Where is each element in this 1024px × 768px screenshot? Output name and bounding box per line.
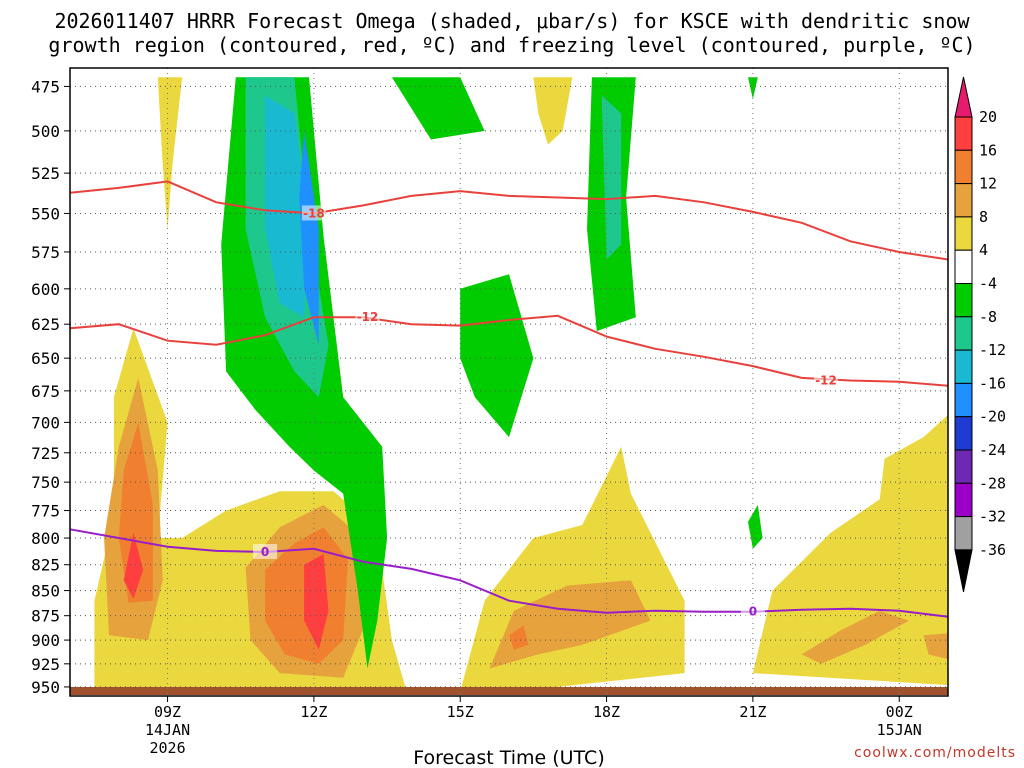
x-tick-year-9: 2026 (149, 739, 185, 757)
x-tick-date-9: 14JAN (145, 721, 190, 739)
colorbar-label-7: -12 (979, 341, 1006, 359)
colorbar-swatch-7 (954, 349, 973, 384)
contour-label-bg-1 (355, 309, 380, 325)
y-tick-label-675: 675 (31, 382, 60, 401)
omega-region-18 (299, 130, 319, 345)
x-tick-label-9: 09Z (154, 703, 181, 721)
colorbar-label-2: 12 (979, 175, 997, 193)
contour-line-0 (69, 180, 949, 261)
colorbar-swatch-3 (954, 216, 973, 251)
x-tick-label-24: 00Z (886, 703, 913, 721)
colorbar-swatch-11 (954, 482, 973, 518)
omega-region-17 (265, 95, 309, 318)
x-tick-label-12: 12Z (300, 703, 327, 721)
colorbar-swatch-4 (954, 249, 973, 284)
contour-label-bg-0 (301, 205, 326, 221)
y-tick-label-750: 750 (31, 473, 60, 492)
contour-label-bg-4 (740, 603, 765, 619)
y-tick-label-775: 775 (31, 502, 60, 521)
colorbar-swatch-10 (954, 449, 973, 484)
plot-frame (69, 67, 949, 697)
contour-label-3: 0 (261, 545, 269, 559)
colorbar-label-12: -32 (979, 508, 1006, 526)
x-axis-label: Forecast Time (UTC) (413, 747, 604, 768)
colorbar-label-1: 16 (979, 141, 997, 159)
colorbar-label-10: -24 (979, 441, 1006, 459)
colorbar-label-3: 8 (979, 208, 988, 226)
y-tick-label-550: 550 (31, 204, 60, 223)
y-tick-label-700: 700 (31, 413, 60, 432)
x-tick-label-21: 21Z (739, 703, 766, 721)
contour-label-2: -12 (815, 374, 837, 388)
colorbar-swatch-12 (954, 516, 973, 551)
contour-line-1 (69, 314, 949, 387)
colorbar-swatch-1 (954, 149, 973, 185)
x-tick-label-15: 15Z (447, 703, 474, 721)
plot-area: -18 -12 -12 0 0 (69, 67, 949, 697)
ground-strip (70, 687, 948, 695)
y-tick-label-625: 625 (31, 315, 60, 334)
omega-region-22 (460, 274, 534, 438)
y-tick-label-500: 500 (31, 122, 60, 141)
colorbar-label-0: 20 (979, 108, 997, 126)
omega-region-10 (489, 580, 651, 669)
y-tick-label-475: 475 (31, 77, 60, 96)
omega-region-11 (509, 625, 529, 650)
omega-region-14 (923, 633, 948, 660)
omega-region-3 (123, 532, 144, 599)
contour-label-4: 0 (749, 605, 757, 619)
y-tick-label-875: 875 (31, 607, 60, 626)
colorbar-swatch-9 (954, 416, 973, 451)
contour-label-bg-3 (253, 544, 278, 560)
y-tick-label-950: 950 (31, 678, 60, 697)
colorbar-swatch-0 (954, 116, 973, 151)
colorbar-label-8: -16 (979, 374, 1006, 392)
credit-text: coolwx.com/modelts (854, 745, 1016, 761)
y-tick-label-650: 650 (31, 349, 60, 368)
y-tick-label-525: 525 (31, 164, 60, 183)
colorbar-label-5: -4 (979, 275, 997, 293)
temperature-contours: -18 -12 -12 0 0 (69, 180, 949, 619)
chart-title-line1: 2026011407 HRRR Forecast Omega (shaded, … (54, 9, 970, 33)
omega-region-6 (304, 554, 329, 650)
contour-label-1: -12 (357, 310, 379, 324)
colorbar-label-13: -36 (979, 541, 1006, 559)
colorbar-label-4: 4 (979, 241, 988, 259)
omega-region-2 (118, 422, 153, 603)
x-tick-date-24: 15JAN (877, 721, 922, 739)
y-tick-label-850: 850 (31, 582, 60, 601)
omega-region-19 (391, 77, 485, 140)
chart-title-line2: growth region (contoured, red, ºC) and f… (48, 33, 975, 57)
colorbar-top-arrow (954, 76, 973, 118)
omega-region-13 (801, 610, 909, 664)
y-tick-label-800: 800 (31, 529, 60, 548)
colorbar-swatch-2 (954, 183, 973, 218)
omega-region-23 (748, 504, 763, 549)
y-tick-label-925: 925 (31, 655, 60, 674)
contour-label-bg-2 (814, 372, 839, 388)
colorbar: 20 16 12 8 4 -4 -8 -12 -16 -20 -24 -28 -32 -36 (954, 76, 1006, 592)
y-tick-label-825: 825 (31, 556, 60, 575)
colorbar-label-6: -8 (979, 308, 997, 326)
colorbar-swatch-6 (954, 316, 973, 351)
y-tick-label-575: 575 (31, 243, 60, 262)
y-axis: 475 500 525 550 575 600 625 650 675 700 725 750 775 8… (31, 77, 70, 697)
contour-label-0: -18 (303, 206, 325, 220)
colorbar-swatch-8 (954, 382, 973, 418)
x-tick-label-18: 18Z (593, 703, 620, 721)
omega-region-7 (157, 77, 183, 230)
y-tick-label-725: 725 (31, 444, 60, 463)
colorbar-swatch-5 (954, 283, 973, 318)
y-tick-label-600: 600 (31, 280, 60, 299)
colorbar-bottom-arrow (954, 549, 973, 592)
omega-region-8 (533, 77, 573, 145)
omega-shading (94, 77, 948, 692)
colorbar-label-11: -28 (979, 474, 1006, 492)
y-tick-label-900: 900 (31, 631, 60, 650)
colorbar-label-9: -20 (979, 408, 1006, 426)
contour-line-2 (69, 528, 949, 618)
